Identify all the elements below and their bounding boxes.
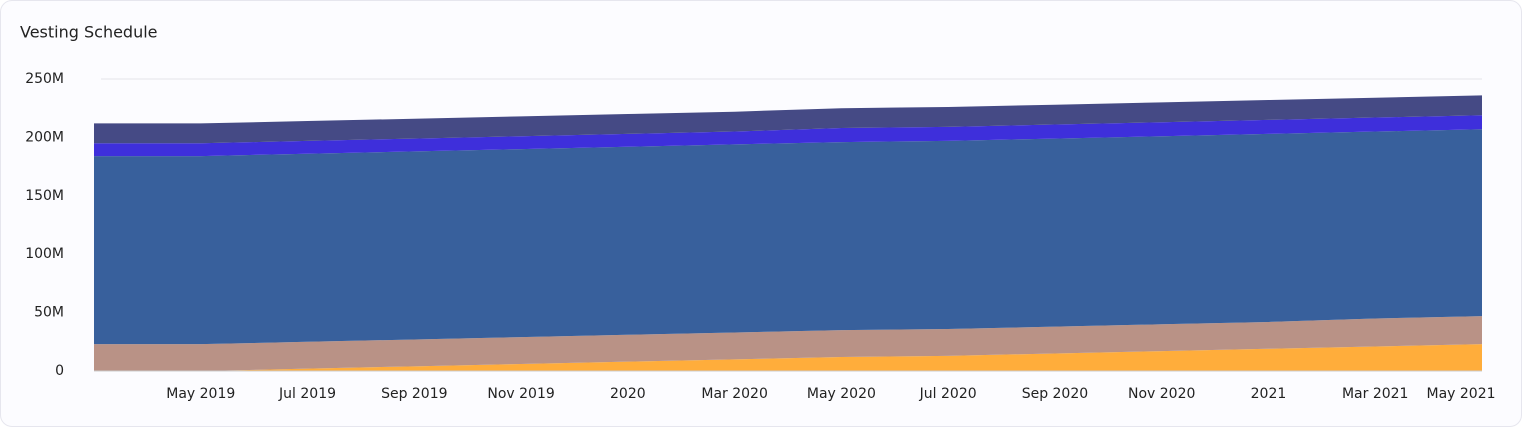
x-tick-label: Nov 2020 bbox=[1128, 386, 1195, 402]
x-tick-label: Sep 2019 bbox=[381, 386, 447, 402]
y-tick-label: 100M bbox=[25, 246, 64, 262]
y-tick-label: 250M bbox=[25, 71, 64, 87]
y-tick-label: 50M bbox=[34, 305, 64, 321]
x-tick-label: Nov 2019 bbox=[487, 386, 554, 402]
x-tick-label: 2020 bbox=[610, 386, 646, 402]
area bbox=[94, 316, 1482, 371]
x-tick-label: 2021 bbox=[1251, 386, 1287, 402]
x-tick-label: Sep 2020 bbox=[1022, 386, 1088, 402]
x-tick-label: May 2019 bbox=[166, 386, 235, 402]
area bbox=[94, 95, 1482, 144]
x-tick-label: May 2020 bbox=[807, 386, 876, 402]
y-tick-label: 200M bbox=[25, 129, 64, 145]
x-tick-label: Jul 2020 bbox=[919, 386, 977, 402]
area bbox=[94, 344, 1482, 371]
area bbox=[94, 115, 1482, 157]
x-tick-label: May 2021 bbox=[1426, 386, 1495, 402]
area bbox=[94, 129, 1482, 345]
x-tick-label: Jul 2019 bbox=[278, 386, 336, 402]
x-tick-label: Mar 2020 bbox=[701, 386, 768, 402]
x-tick-label: Mar 2021 bbox=[1342, 386, 1409, 402]
y-tick-label: 0 bbox=[55, 363, 64, 379]
y-tick-label: 150M bbox=[25, 188, 64, 204]
chart-title: Vesting Schedule bbox=[20, 23, 158, 42]
